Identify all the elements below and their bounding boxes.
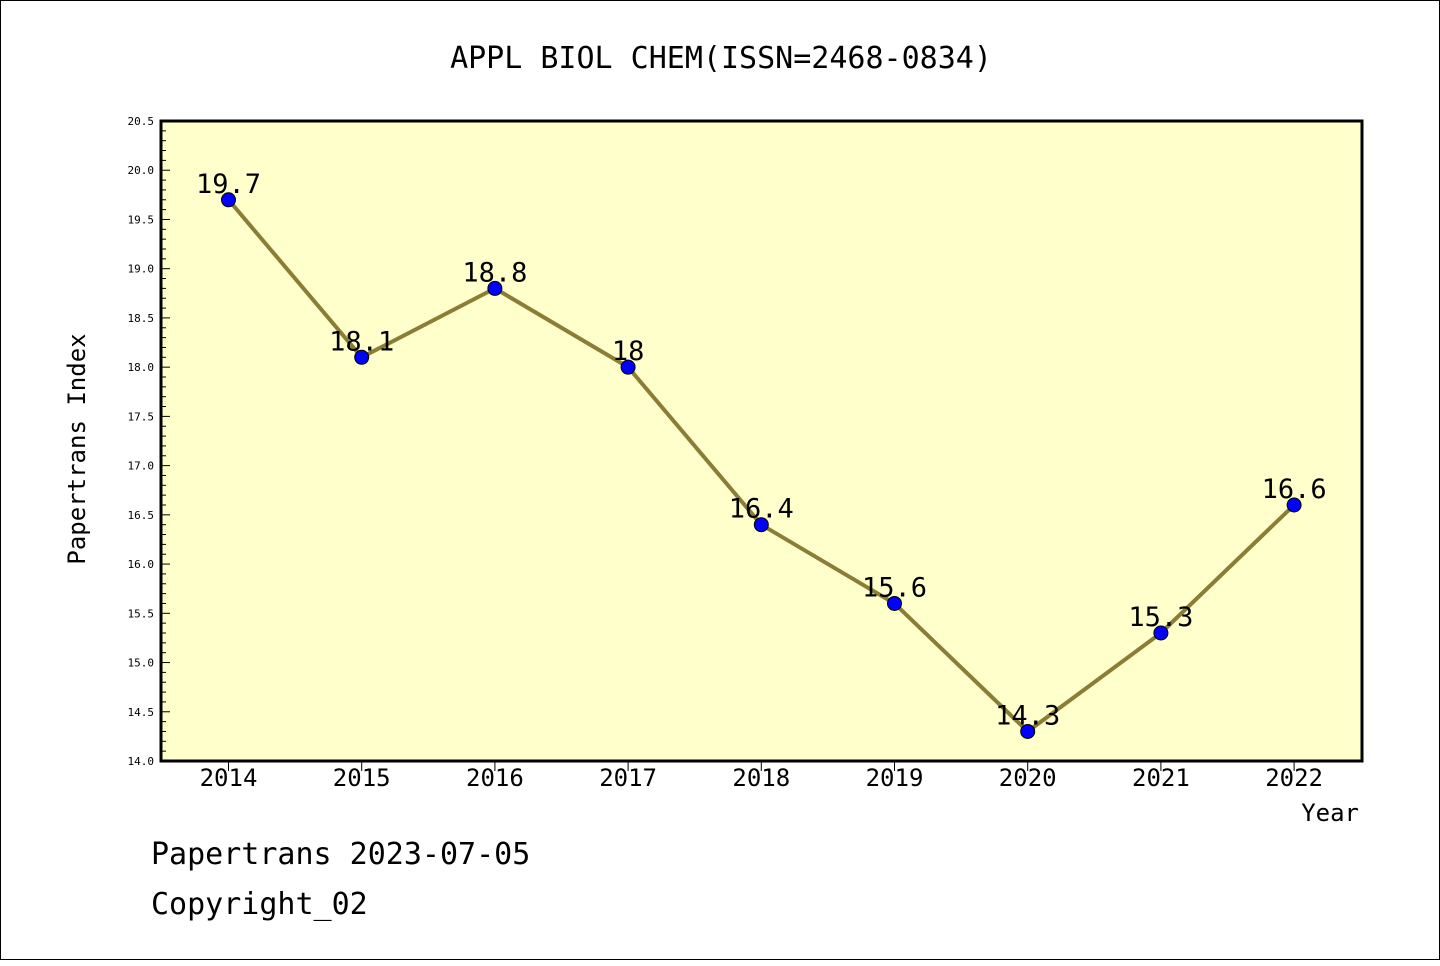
data-point-label: 18.8 [462, 257, 527, 288]
chart-title: APPL BIOL CHEM(ISSN=2468-0834) [450, 41, 992, 76]
data-point-label: 16.4 [729, 494, 794, 525]
y-tick-label: 17.5 [128, 410, 155, 423]
x-tick-label: 2020 [999, 764, 1057, 792]
y-tick-label: 15.0 [128, 657, 155, 670]
data-point-label: 19.7 [196, 169, 261, 200]
y-tick-label: 16.0 [128, 558, 155, 571]
y-tick-label: 20.0 [128, 164, 155, 177]
x-tick-label: 2018 [732, 764, 790, 792]
data-point-label: 15.3 [1128, 602, 1193, 633]
y-tick-label: 19.5 [128, 213, 155, 226]
y-axis-label: Papertrans Index [63, 333, 91, 564]
x-axis: 2014 2015 2016 2017 2018 2019 2020 2021 2022 [200, 761, 1323, 792]
x-tick-label: 2021 [1132, 764, 1190, 792]
y-tick-label: 18.5 [128, 312, 155, 325]
data-point-marker [753, 517, 769, 533]
data-point-marker [487, 280, 503, 296]
x-tick-label: 2014 [200, 764, 258, 792]
y-tick-label: 17.0 [128, 460, 155, 473]
y-tick-label: 19.0 [128, 263, 155, 276]
x-tick-label: 2022 [1265, 764, 1323, 792]
footer-date: Papertrans 2023-07-05 [151, 837, 530, 872]
y-tick-label: 20.5 [128, 115, 155, 128]
data-point-marker [1286, 497, 1302, 513]
data-point-marker [1153, 625, 1169, 641]
y-tick-label: 16.5 [128, 509, 155, 522]
data-point-label: 14.3 [995, 700, 1060, 731]
x-tick-label: 2016 [466, 764, 524, 792]
footer-copyright: Copyright_02 [151, 887, 368, 922]
plot-area [159, 119, 1364, 763]
x-tick-label: 2017 [599, 764, 657, 792]
y-tick-label: 14.5 [128, 706, 155, 719]
series-line-group: 19.7 18.1 18.8 18 16.4 15.6 14.3 15.3 16.6 [196, 169, 1327, 739]
data-point-marker [887, 595, 902, 611]
data-point-label: 16.6 [1262, 474, 1327, 505]
y-tick-label: 18.0 [128, 361, 155, 374]
x-tick-label: 2019 [866, 764, 924, 792]
x-tick-label: 2015 [333, 764, 391, 792]
y-axis: 14.0 14.5 15.0 15.5 16.0 16.5 17.0 17.5 18.0 18.5… [128, 115, 170, 768]
y-tick-label: 14.0 [128, 755, 155, 768]
y-tick-label: 15.5 [128, 607, 155, 620]
data-point-label: 18 [612, 336, 645, 367]
data-point-marker [1020, 723, 1036, 739]
data-point-marker [620, 359, 636, 375]
data-point-label: 15.6 [862, 572, 927, 603]
x-axis-label: Year [1301, 799, 1359, 827]
data-point-label: 18.1 [329, 326, 394, 357]
data-point-marker [221, 192, 236, 208]
data-point-marker [354, 349, 370, 365]
